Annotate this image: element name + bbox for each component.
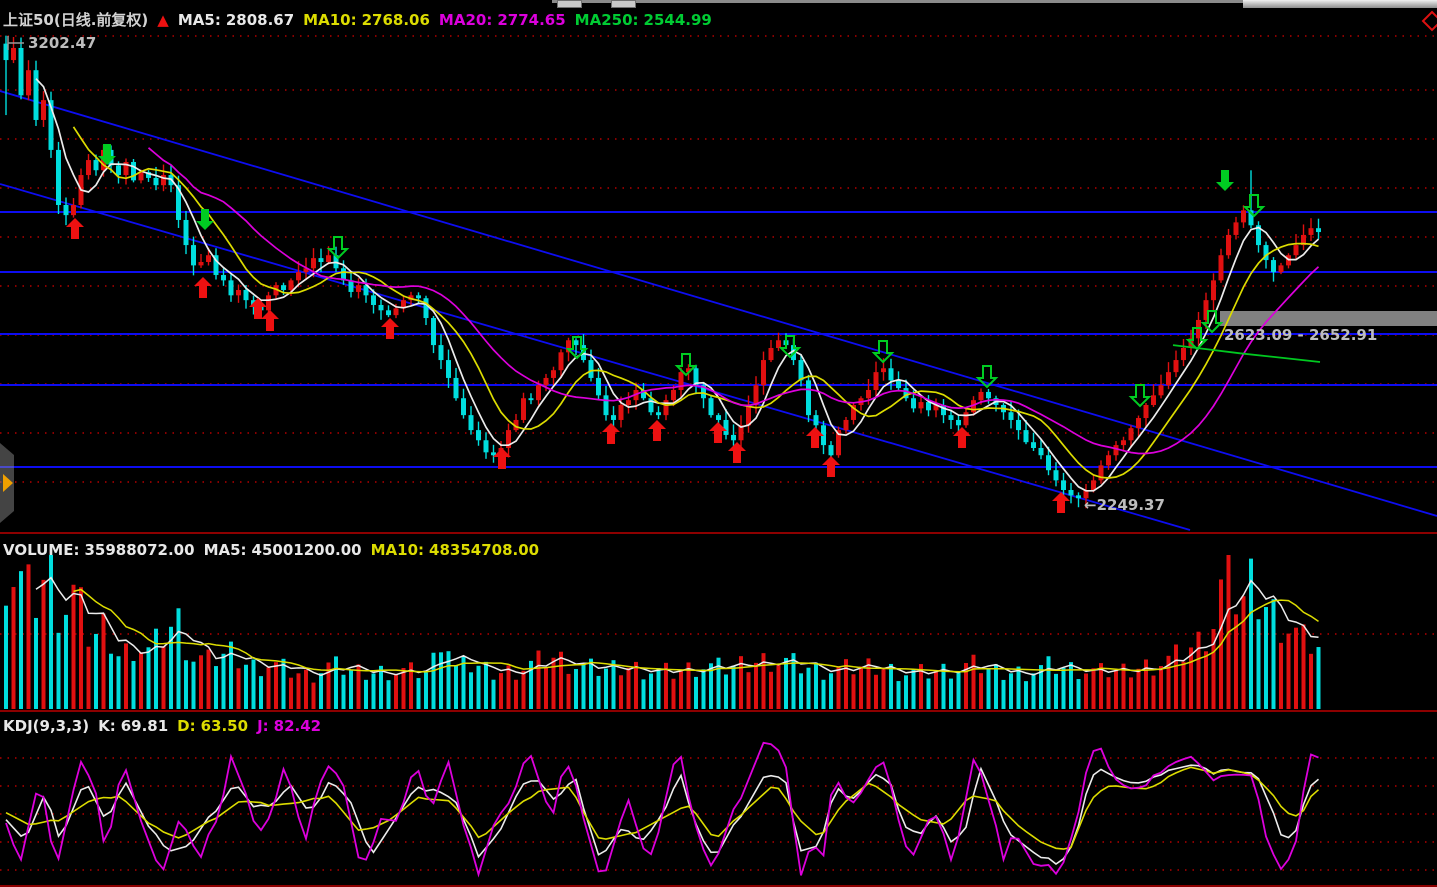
- high-price-label: 3202.47: [28, 34, 97, 52]
- up-arrow-icon: ▲: [157, 10, 169, 29]
- price-panel-header: 上证50(日线.前复权) ▲ MA5: 2808.67 MA10: 2768.06 …: [3, 9, 712, 30]
- ma250-stat: MA250: 2544.99: [574, 10, 712, 29]
- expand-arrow-icon: [3, 474, 13, 492]
- candlestick-series: [3, 35, 1321, 509]
- top-strip: [552, 0, 1437, 3]
- kdj-lines: [5, 741, 1320, 878]
- top-right-bar: [1243, 0, 1437, 8]
- volume-panel-header: VOLUME: 35988072.00 MA5: 45001200.00 MA10:…: [3, 541, 539, 559]
- sidebar-expand-handle[interactable]: [0, 443, 14, 523]
- volume-panel[interactable]: [0, 536, 1437, 708]
- kdj-title: KDJ(9,3,3): [3, 717, 90, 735]
- volume-ma10-stat: MA10: 48354708.00: [370, 541, 540, 559]
- grid-lines: [0, 35, 1437, 887]
- volume-bars: [4, 555, 1321, 709]
- kdj-d-stat: D: 63.50: [177, 717, 249, 735]
- price-range-band: [1220, 311, 1437, 326]
- kdj-k-stat: K: 69.81: [98, 717, 169, 735]
- kdj-panel-header: KDJ(9,3,3) K: 69.81 D: 63.50 J: 82.42: [3, 717, 321, 735]
- ma10-stat: MA10: 2768.06: [303, 10, 430, 29]
- ma20-stat: MA20: 2774.65: [438, 10, 566, 29]
- low-price-label: ←2249.37: [1084, 496, 1165, 514]
- volume-ma5-stat: MA5: 45001200.00: [203, 541, 362, 559]
- kdj-j-stat: J: 82.42: [257, 717, 322, 735]
- support-resistance-lines: [0, 90, 1437, 531]
- top-tab-1[interactable]: [557, 0, 582, 8]
- ma5-stat: MA5: 2808.67: [177, 10, 295, 29]
- volume-stat: VOLUME: 35988072.00: [3, 541, 195, 559]
- instrument-title: 上证50(日线.前复权): [3, 11, 149, 29]
- diamond-marker-icon: [1421, 10, 1437, 32]
- volume-ma-lines: [35, 576, 1319, 677]
- kdj-panel[interactable]: [0, 714, 1437, 886]
- top-tab-2[interactable]: [611, 0, 636, 8]
- high-marker-tick: [7, 36, 24, 50]
- signal-arrows: [66, 144, 1266, 513]
- price-panel[interactable]: [0, 33, 1437, 532]
- price-range-label: 2623.09 - 2652.91: [1224, 326, 1378, 344]
